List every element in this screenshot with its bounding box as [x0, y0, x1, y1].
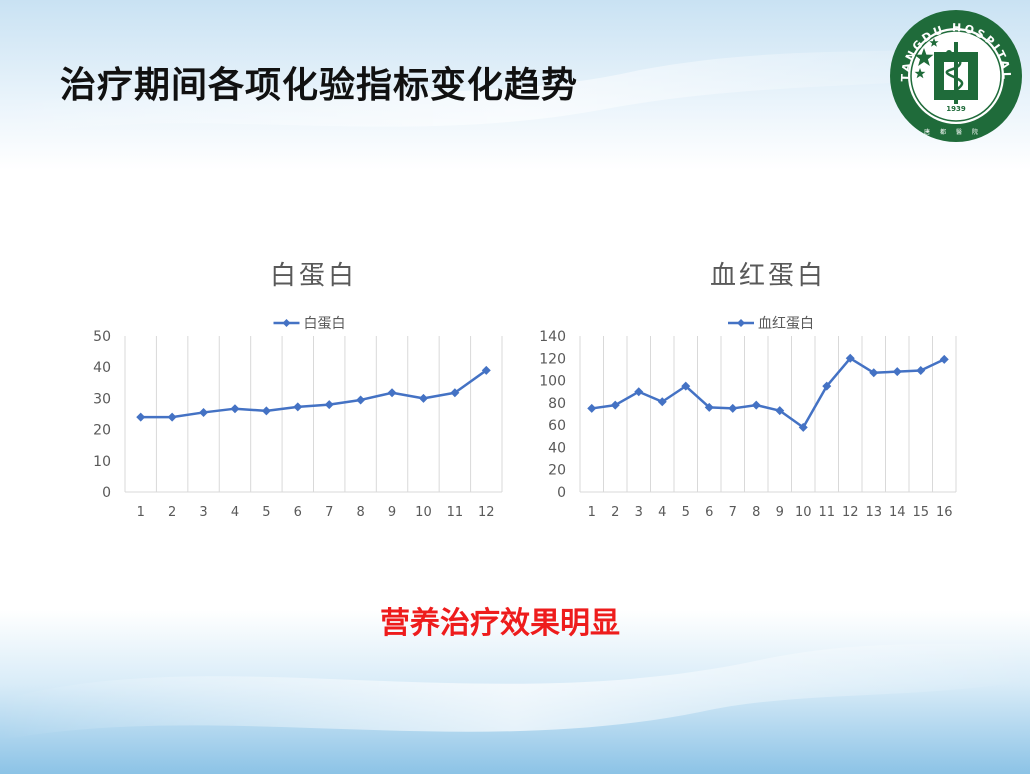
data-point: [356, 395, 366, 405]
data-point: [892, 367, 902, 377]
data-point: [230, 404, 240, 414]
data-point: [293, 402, 303, 412]
x-tick-label: 6: [705, 505, 713, 520]
x-tick-label: 3: [635, 505, 643, 520]
data-point: [869, 368, 879, 378]
data-point: [450, 388, 460, 398]
x-tick-label: 1: [588, 505, 596, 520]
data-point: [822, 381, 832, 391]
data-point: [681, 381, 691, 391]
slide-title: 治疗期间各项化验指标变化趋势: [60, 65, 579, 106]
x-tick-label: 10: [415, 505, 432, 520]
legend-marker: [737, 319, 745, 327]
y-tick-label: 50: [93, 329, 111, 345]
data-point: [587, 403, 597, 413]
x-tick-label: 1: [137, 505, 145, 520]
data-point: [775, 406, 785, 416]
x-tick-label: 6: [294, 505, 302, 520]
y-tick-label: 60: [548, 418, 566, 434]
x-tick-label: 13: [865, 505, 882, 520]
y-tick-label: 120: [540, 351, 566, 367]
data-point: [610, 400, 620, 410]
y-tick-label: 20: [93, 423, 111, 439]
x-tick-label: 12: [842, 505, 859, 520]
series-line: [140, 369, 488, 419]
conclusion-text: 营养治疗效果明显: [380, 606, 620, 641]
albumin-chart: 白蛋白 白蛋白 0 10 20 30 40 50 1 2 3 4 5 6 7 8 9 10 11 12: [90, 248, 510, 538]
x-tick-label: 15: [912, 505, 929, 520]
x-tick-label: 2: [611, 505, 619, 520]
y-tick-label: 80: [548, 396, 566, 412]
y-tick-label: 100: [540, 374, 566, 390]
x-tick-label: 4: [658, 505, 666, 520]
x-tick-label: 9: [388, 505, 396, 520]
logo-year: 1939: [946, 105, 966, 113]
x-tick-label: 11: [818, 505, 835, 520]
x-tick-label: 4: [231, 505, 239, 520]
data-point: [916, 366, 926, 376]
data-point: [939, 354, 949, 364]
chart-title: 血红蛋白: [710, 261, 826, 291]
x-tick-label: 12: [478, 505, 495, 520]
legend-label: 血红蛋白: [758, 316, 814, 332]
y-tick-label: 0: [557, 485, 566, 501]
x-tick-label: 7: [729, 505, 737, 520]
data-point: [324, 400, 334, 410]
data-point: [634, 387, 644, 397]
data-point: [704, 402, 714, 412]
data-point: [845, 353, 855, 363]
data-point: [798, 422, 808, 432]
data-point: [751, 400, 761, 410]
x-tick-label: 11: [447, 505, 464, 520]
x-tick-label: 9: [776, 505, 784, 520]
data-point: [199, 407, 209, 417]
series-line: [591, 357, 945, 429]
chart-title: 白蛋白: [270, 261, 357, 291]
legend-label: 白蛋白: [304, 316, 346, 332]
data-point: [387, 388, 397, 398]
x-tick-label: 7: [325, 505, 333, 520]
data-point: [481, 365, 491, 375]
x-tick-label: 5: [682, 505, 690, 520]
y-tick-label: 0: [102, 485, 111, 501]
x-tick-label: 8: [356, 505, 364, 520]
x-tick-label: 10: [795, 505, 812, 520]
y-tick-label: 140: [540, 329, 566, 345]
y-tick-label: 40: [93, 360, 111, 376]
data-point: [261, 406, 271, 416]
y-tick-label: 10: [93, 454, 111, 470]
hemoglobin-chart: 血红蛋白 血红蛋白 0 20 40 60 80 100 120 140 1 2 3 4 5 6 7 8 9 10 11 1…: [540, 248, 965, 538]
x-tick-label: 3: [199, 505, 207, 520]
x-tick-label: 14: [889, 505, 906, 520]
x-tick-label: 16: [936, 505, 953, 520]
legend-marker: [282, 319, 291, 327]
data-point: [418, 393, 428, 403]
hospital-logo: TANGDU HOSPITAL 唐都醫院 1939: [890, 10, 1022, 142]
y-tick-label: 30: [93, 391, 111, 407]
y-tick-label: 20: [548, 463, 566, 479]
data-point: [136, 412, 146, 422]
logo-bottom-text: 唐都醫院: [924, 128, 988, 136]
x-tick-label: 5: [262, 505, 270, 520]
data-point: [167, 412, 177, 422]
x-tick-label: 2: [168, 505, 176, 520]
x-tick-label: 8: [752, 505, 760, 520]
data-point: [728, 403, 738, 413]
data-point: [657, 397, 667, 407]
y-tick-label: 40: [548, 440, 566, 456]
